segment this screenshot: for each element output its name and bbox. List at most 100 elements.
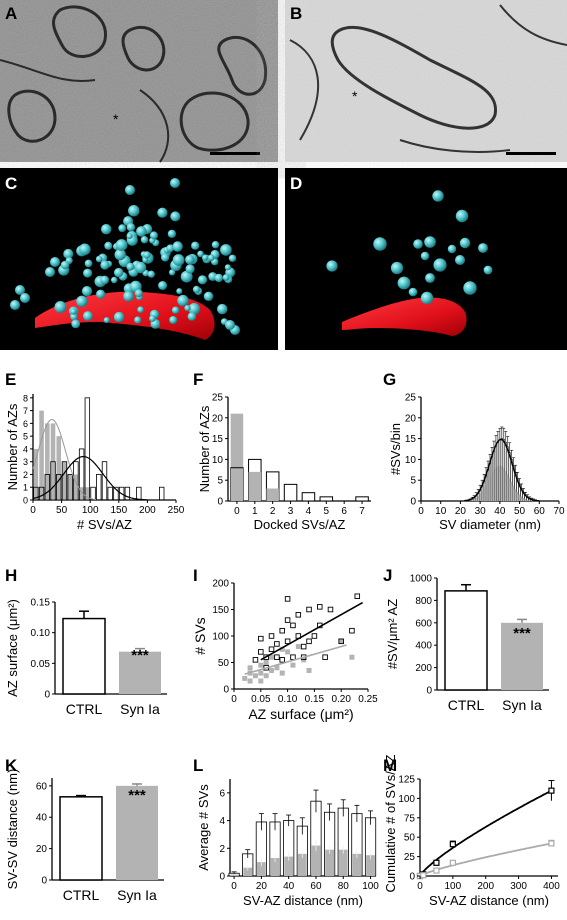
chart-e-bar-ctrl (107, 486, 113, 501)
chart-l-y-tick-label: 0 (219, 872, 225, 883)
vesicle (432, 190, 444, 202)
chart-f-bar-syn (266, 488, 279, 501)
vesicle (111, 276, 118, 284)
chart-m-y-tick-label: 0 (409, 872, 415, 883)
chart-e-y-tick-label: 6 (23, 419, 28, 429)
chart-j-y-tick-label: 1000 (410, 574, 433, 585)
chart-e-bar-ctrl (159, 486, 165, 501)
chart-i-x-label: AZ surface (μm²) (248, 706, 353, 722)
chart-h-y-tick-label: 0 (44, 690, 50, 701)
chart-e-bar-syn (85, 487, 90, 500)
panel-letter-f: F (193, 370, 203, 389)
chart-i-point-syn (258, 662, 264, 668)
vesicle (326, 260, 338, 272)
chart-i-x-tick-label: 0.20 (331, 694, 351, 705)
chart-f-bar-syn (248, 471, 262, 501)
chart-e-fit-syn (32, 418, 96, 500)
chart-g-y-tick-label: 5 (410, 476, 416, 487)
vesicle (185, 255, 195, 265)
chart-m-line-ctrl (419, 789, 552, 877)
chart-k-significance: *** (128, 787, 146, 804)
vesicle (220, 244, 232, 256)
vesicle (172, 241, 183, 252)
chart-g-bar-syn (510, 481, 513, 501)
chart-e-bar-ctrl (113, 486, 119, 501)
chart-e-bar-ctrl (136, 486, 142, 501)
chart-f-y-tick-label: 10 (212, 455, 224, 466)
panel-letter-m: M (383, 756, 397, 775)
micrograph-b-mark: * (352, 88, 358, 104)
vesicle (424, 236, 436, 248)
chart-g-x-tick-label: 0 (418, 506, 424, 517)
chart-m-y-label: Cumulative # of SVs/AZ (383, 754, 398, 892)
vesicle (50, 257, 60, 267)
vesicle (171, 306, 180, 314)
vesicle (408, 287, 418, 297)
chart-m-x-tick-label: 200 (477, 881, 494, 892)
chart-l-x-tick-label: 100 (362, 881, 379, 892)
chart-i-y-tick-label: 100 (212, 632, 229, 643)
chart-g-bar-syn (471, 499, 474, 501)
chart-g-bar-syn (522, 498, 525, 501)
chart-g-bar-syn (526, 499, 529, 501)
vesicle (95, 255, 103, 263)
chart-j-x-tick-label: CTRL (448, 697, 485, 713)
vesicle (70, 308, 77, 315)
chart-f-y-tick-label: 20 (212, 413, 224, 424)
chart-i-point-syn (279, 646, 285, 652)
vesicle (100, 275, 109, 285)
chart-j-y-tick-label: 0 (426, 686, 432, 697)
chart-g-bar-syn (500, 466, 503, 501)
chart-e-bar-ctrl (124, 486, 131, 501)
chart-k-y-label: SV-SV distance (nm) (5, 769, 20, 890)
vesicle (228, 254, 237, 262)
chart-f-x-tick-label: 1 (252, 506, 258, 517)
vesicle (211, 241, 220, 249)
chart-l-bar-syn (366, 855, 375, 876)
chart-h-y-tick-label: 0.10 (31, 628, 51, 639)
chart-i-point-syn (263, 660, 269, 665)
chart-g-x-tick-label: 40 (494, 506, 506, 517)
chart-i-point-syn (349, 654, 355, 660)
vesicle (172, 254, 185, 266)
vesicles-d (326, 190, 493, 305)
vesicle (373, 237, 387, 251)
vesicle (433, 258, 447, 272)
vesicle (425, 273, 435, 283)
chart-i-point-syn (258, 678, 264, 684)
chart-i-point-ctrl (317, 604, 323, 610)
chart-f-y-tick-label: 0 (217, 497, 223, 508)
chart-e-bar-syn (67, 474, 73, 500)
chart-g-bar-syn (491, 472, 493, 501)
chart-i-point-syn (338, 638, 344, 644)
chart-j-significance: *** (513, 625, 531, 642)
chart-f-x-tick-label: 2 (270, 506, 276, 517)
chart-k-x-tick-label: Syn Ia (117, 887, 157, 903)
chart-g-bar-syn (514, 488, 517, 501)
chart-h-x-tick-label: CTRL (66, 701, 103, 717)
chart-e-x-tick-label: 250 (168, 505, 185, 516)
chart-g-bar-syn (481, 491, 484, 501)
chart-l-y-tick-label: 2 (219, 844, 225, 855)
micrograph-b: * (285, 0, 567, 162)
chart-g-bar-syn (483, 487, 485, 501)
chart-i-x-tick-label: 0.25 (358, 694, 378, 705)
vesicle (203, 291, 214, 301)
chart-e-bar-ctrl (78, 448, 85, 501)
chart-i-point-syn (247, 665, 253, 671)
vesicle (84, 259, 93, 268)
chart-i-point-syn (269, 667, 275, 673)
chart-i-point-ctrl (279, 657, 285, 663)
chart-g-bar-syn (516, 491, 519, 501)
chart-e-y-tick-label: 1 (23, 483, 28, 493)
reconstruction-d (285, 168, 567, 350)
chart-m-point-syn (420, 872, 427, 879)
panel-letters: A B C D E F G H I J K L M (5, 4, 397, 775)
chart-l-y-tick-label: 6 (219, 788, 225, 799)
chart-i-point-ctrl (306, 606, 312, 613)
chart-i-x-tick-label: 0.15 (305, 694, 325, 705)
chart-g-fit (464, 438, 540, 502)
vesicle (126, 262, 135, 271)
chart-l-bar-syn (256, 862, 266, 876)
panel-letter-k: K (5, 756, 18, 775)
